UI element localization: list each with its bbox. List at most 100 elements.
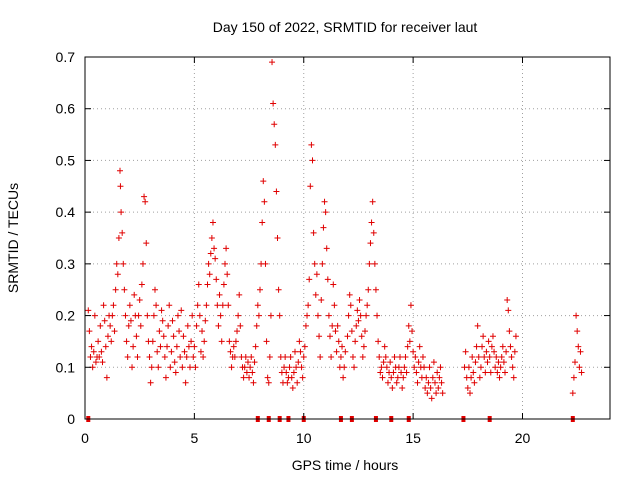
data-point bbox=[439, 390, 446, 397]
data-point bbox=[281, 364, 288, 371]
data-point bbox=[360, 343, 367, 350]
data-point bbox=[97, 322, 104, 329]
x-tick-label: 20 bbox=[515, 430, 531, 446]
data-point bbox=[141, 193, 148, 200]
data-point bbox=[410, 348, 417, 355]
data-point bbox=[430, 359, 437, 366]
data-point bbox=[375, 338, 382, 345]
data-point bbox=[85, 307, 92, 314]
data-point bbox=[475, 353, 482, 360]
data-point bbox=[225, 302, 232, 309]
data-point bbox=[371, 260, 378, 267]
data-point bbox=[383, 364, 390, 371]
data-point bbox=[223, 245, 230, 252]
data-point bbox=[110, 302, 117, 309]
data-point bbox=[107, 322, 114, 329]
axis-ticks bbox=[84, 56, 610, 420]
data-point bbox=[224, 271, 231, 278]
data-point bbox=[488, 343, 495, 350]
data-point bbox=[320, 224, 327, 231]
data-point bbox=[222, 260, 228, 267]
data-point bbox=[164, 343, 171, 350]
data-point bbox=[113, 260, 120, 267]
data-point bbox=[512, 333, 519, 340]
data-point bbox=[169, 317, 176, 324]
data-point bbox=[288, 374, 295, 381]
data-point bbox=[500, 359, 507, 366]
data-point bbox=[273, 188, 280, 195]
data-point bbox=[388, 374, 395, 381]
x-tick-label: 5 bbox=[190, 430, 198, 446]
data-point bbox=[422, 384, 429, 391]
data-point bbox=[335, 338, 342, 345]
data-point bbox=[232, 338, 239, 345]
data-point bbox=[509, 364, 516, 371]
data-point bbox=[376, 353, 383, 360]
data-point bbox=[470, 369, 477, 376]
data-point bbox=[167, 364, 174, 371]
data-point bbox=[290, 369, 297, 376]
data-point bbox=[497, 364, 504, 371]
data-point bbox=[424, 390, 431, 397]
data-point bbox=[476, 374, 483, 381]
data-point bbox=[348, 328, 355, 335]
data-point bbox=[429, 374, 436, 381]
data-point bbox=[231, 353, 238, 360]
data-point bbox=[398, 369, 405, 376]
data-point bbox=[172, 369, 179, 376]
data-point bbox=[576, 364, 583, 371]
data-point bbox=[264, 374, 271, 381]
data-point bbox=[114, 271, 121, 278]
data-point bbox=[230, 343, 237, 350]
data-point bbox=[98, 348, 105, 355]
data-point bbox=[423, 374, 430, 381]
data-point bbox=[286, 364, 293, 371]
data-point bbox=[213, 276, 220, 283]
data-point bbox=[464, 384, 471, 391]
data-point bbox=[109, 312, 116, 319]
data-point bbox=[503, 348, 510, 355]
data-point bbox=[246, 374, 253, 381]
data-point bbox=[270, 100, 277, 107]
data-point bbox=[577, 348, 584, 355]
tick-labels: 0 0.1 0.2 0.3 0.4 0.5 0.6 0.7 0 5 10 15 20 bbox=[56, 49, 531, 446]
data-point bbox=[130, 343, 137, 350]
data-point bbox=[477, 364, 484, 371]
data-point bbox=[240, 374, 247, 381]
data-point bbox=[479, 343, 486, 350]
data-point bbox=[487, 369, 494, 376]
data-point bbox=[154, 348, 161, 355]
data-point bbox=[425, 379, 432, 386]
data-point bbox=[406, 338, 413, 345]
data-point bbox=[397, 353, 403, 360]
data-point bbox=[358, 333, 365, 340]
data-point bbox=[181, 348, 188, 355]
data-point bbox=[249, 369, 256, 376]
data-point bbox=[156, 328, 163, 335]
data-point bbox=[104, 333, 111, 340]
data-point bbox=[321, 198, 328, 205]
data-point bbox=[434, 369, 441, 376]
data-point bbox=[378, 364, 385, 371]
y-tick-label: 0.3 bbox=[56, 256, 76, 272]
data-point bbox=[492, 364, 499, 371]
data-point bbox=[353, 322, 360, 329]
data-point bbox=[135, 312, 142, 319]
data-point bbox=[365, 286, 372, 293]
data-point bbox=[191, 343, 198, 350]
data-point bbox=[171, 359, 178, 366]
grid bbox=[85, 57, 610, 419]
data-point bbox=[337, 353, 344, 360]
data-point bbox=[235, 312, 242, 319]
y-tick-label: 0.5 bbox=[56, 152, 76, 168]
data-point bbox=[324, 276, 331, 283]
data-point bbox=[166, 302, 173, 309]
data-point bbox=[413, 369, 420, 376]
plot-frame bbox=[84, 56, 611, 420]
data-point bbox=[248, 353, 255, 360]
data-point bbox=[234, 328, 241, 335]
data-point bbox=[99, 359, 106, 366]
data-point bbox=[284, 379, 291, 386]
data-point bbox=[241, 364, 248, 371]
data-point bbox=[427, 384, 434, 391]
